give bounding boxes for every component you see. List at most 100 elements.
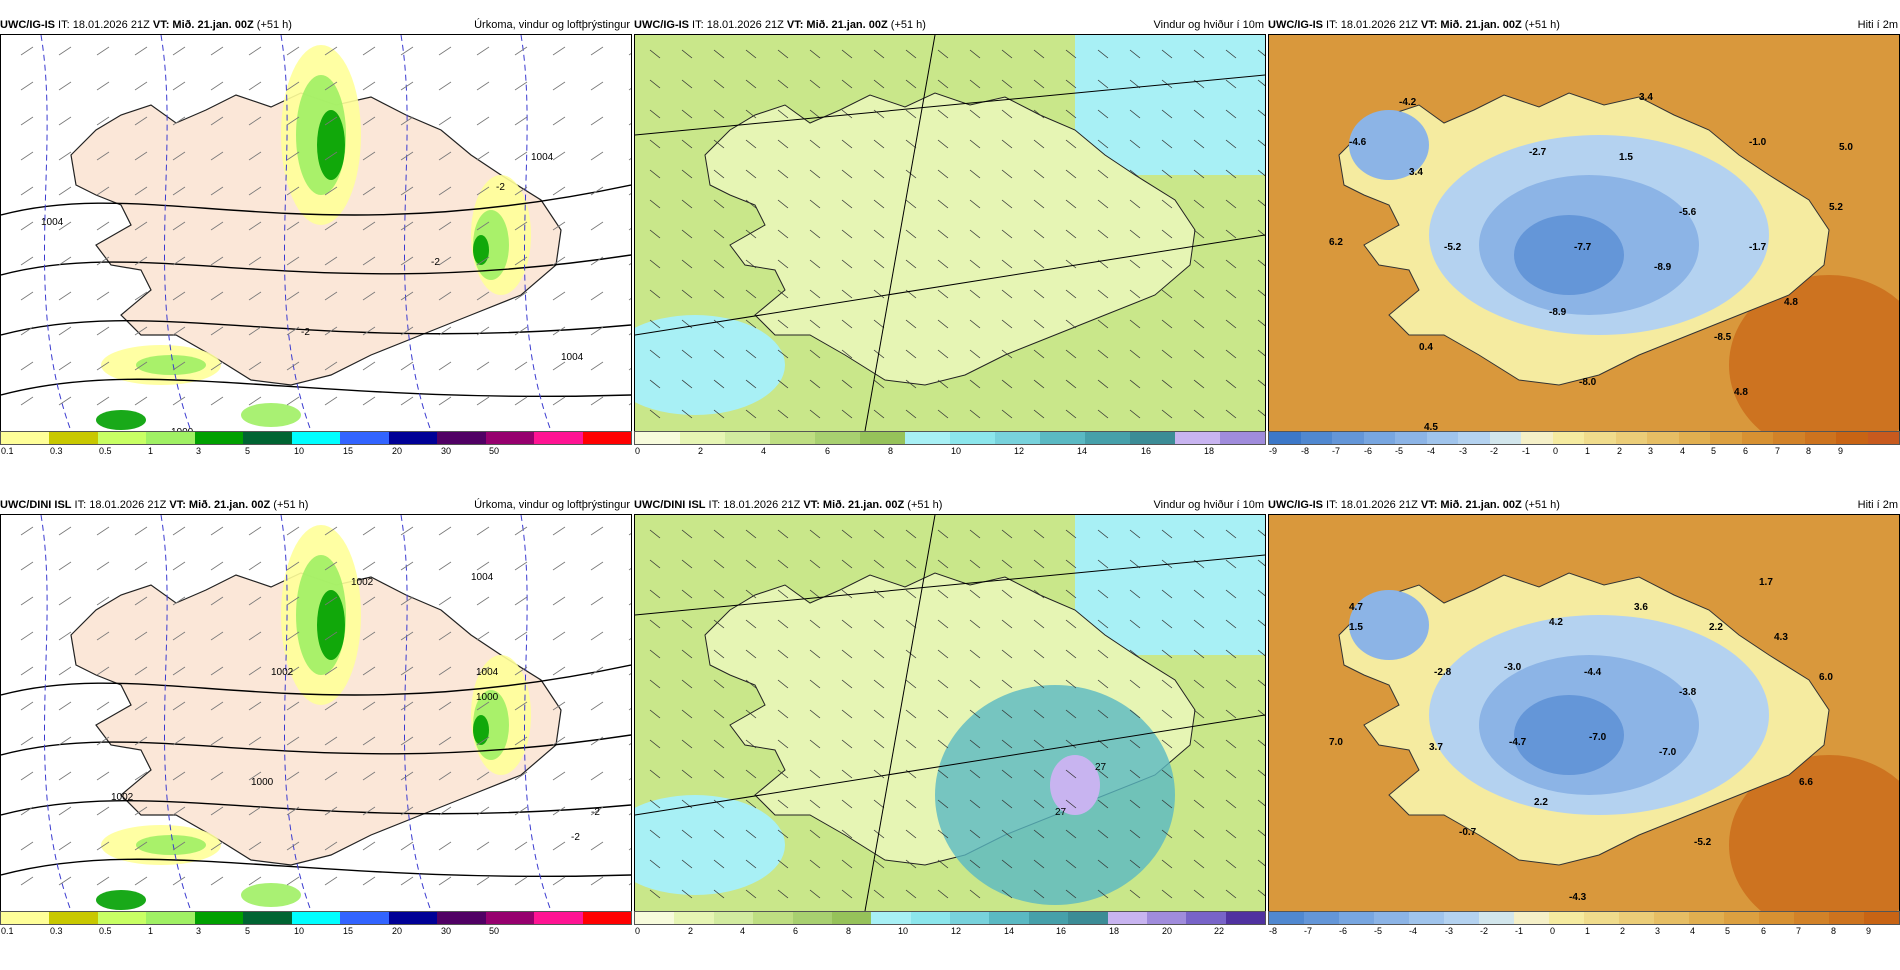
wind-arrow [777,49,789,59]
wind-arrow [1257,409,1265,417]
wind-arrow [1193,769,1205,779]
wind-arrow [1033,589,1045,599]
scale-tick-label: 15 [343,926,354,936]
wind-barb [514,806,528,816]
scale-tick-label: 8 [1831,926,1837,936]
wind-barb [134,116,148,126]
wind-barb [248,771,262,781]
wind-barb [514,841,528,851]
wind-arrow [1161,529,1173,539]
wind-arrow [969,859,981,869]
wind-barb [552,256,566,266]
wind-arrow [1161,109,1173,119]
color-swatch [910,912,950,924]
wind-barb [58,396,72,406]
wind-arrow [969,529,981,539]
map-area[interactable]: -4.2 3.4 -4.6 -2.7 1.5 -1.0 5.0 3.4 5.2 -5.6 6.2 -5… [1268,34,1900,432]
map-panel-2: UWC/IG-IS IT: 18.01.2026 21Z VT: Mið. 21… [634,17,1266,490]
wind-barb [134,46,148,56]
wind-barb [96,81,110,91]
scale-tick-label: 16 [1141,446,1152,456]
temperature-label: -0.7 [1459,827,1477,838]
wind-barb [96,876,110,886]
map-area[interactable]: 1.7 4.7 1.5 4.2 3.6 2.2 4.3 -2.8 -3.0 -4.4 6.0 -3.8… [1268,514,1900,912]
temperature-label: -8.9 [1654,262,1672,273]
contour-label: -2 [301,327,310,338]
wind-barb [20,666,34,676]
scale-tick-label: 20 [1162,926,1173,936]
wind-barb [172,116,186,126]
wind-arrow [1161,289,1173,299]
scale-tick-label: 0.5 [99,446,112,456]
wind-arrow [649,799,661,809]
wind-arrow [905,319,917,329]
wind-arrow [937,379,949,389]
wind-barb [552,326,566,336]
wind-arrow [873,139,885,149]
wind-arrow [969,769,981,779]
color-swatch [1864,912,1899,924]
wind-barb [134,326,148,336]
wind-arrow [1257,289,1265,297]
gust-label: 27 [1055,807,1067,818]
wind-barb [438,666,452,676]
color-swatch [1068,912,1108,924]
wind-barb [514,876,528,886]
wind-barb [286,841,300,851]
wind-barb [476,256,490,266]
map-area[interactable]: 27 27 [634,514,1266,912]
wind-arrow [1097,379,1109,389]
wind-arrow [969,559,981,569]
wind-arrow [905,709,917,719]
color-swatch [1269,432,1301,444]
wind-arrow [1193,289,1205,299]
wind-arrow [873,529,885,539]
wind-arrow [905,349,917,359]
scale-ticks: -8 -7 -6 -5 -4 -3 -2 -1 0 1 2 3 4 5 6 7 8 9 [1268,926,1900,940]
wind-arrow [777,289,789,299]
wind-barb [248,736,262,746]
wind-arrow [1257,79,1265,87]
wind-barb [286,361,300,371]
wind-arrow [681,169,693,179]
wind-arrow [681,109,693,119]
region-boundary [635,554,1265,616]
wind-arrow [649,589,661,599]
wind-barb [552,186,566,196]
wind-barb [400,221,414,231]
wind-arrow [905,649,917,659]
wind-barb [362,806,376,816]
scale-tick-label: 16 [1056,926,1067,936]
color-swatch [1426,432,1458,444]
wind-arrow [1257,709,1265,717]
scale-tick-label: -6 [1339,926,1348,936]
map-area[interactable] [634,34,1266,432]
wind-arrow [1033,379,1045,389]
temperature-label: 4.5 [1424,422,1438,431]
wind-arrow [1065,829,1077,839]
wind-barb [324,396,338,406]
color-swatch [1,432,50,444]
lead-time: (+51 h) [904,499,943,511]
wind-arrow [1033,199,1045,209]
wind-arrow [937,859,949,869]
wind-arrow [713,649,725,659]
color-swatch [534,912,583,924]
wind-barb [590,806,604,816]
wind-barb [590,116,604,126]
temperature-label: -7.7 [1574,242,1592,253]
contour-label: 1000 [476,692,499,703]
temperature-label: 2.2 [1709,622,1723,633]
scale-tick-label: -2 [1480,926,1489,936]
wind-arrow [681,349,693,359]
wind-arrow [1065,169,1077,179]
precip-area [473,715,489,745]
wind-barb [210,631,224,641]
wind-barb [134,256,148,266]
scale-tick-label: 50 [489,926,500,936]
wind-barb [400,876,414,886]
field-title: Úrkoma, vindur og loftþrýstingur [474,499,630,511]
wind-arrow [1225,889,1237,899]
